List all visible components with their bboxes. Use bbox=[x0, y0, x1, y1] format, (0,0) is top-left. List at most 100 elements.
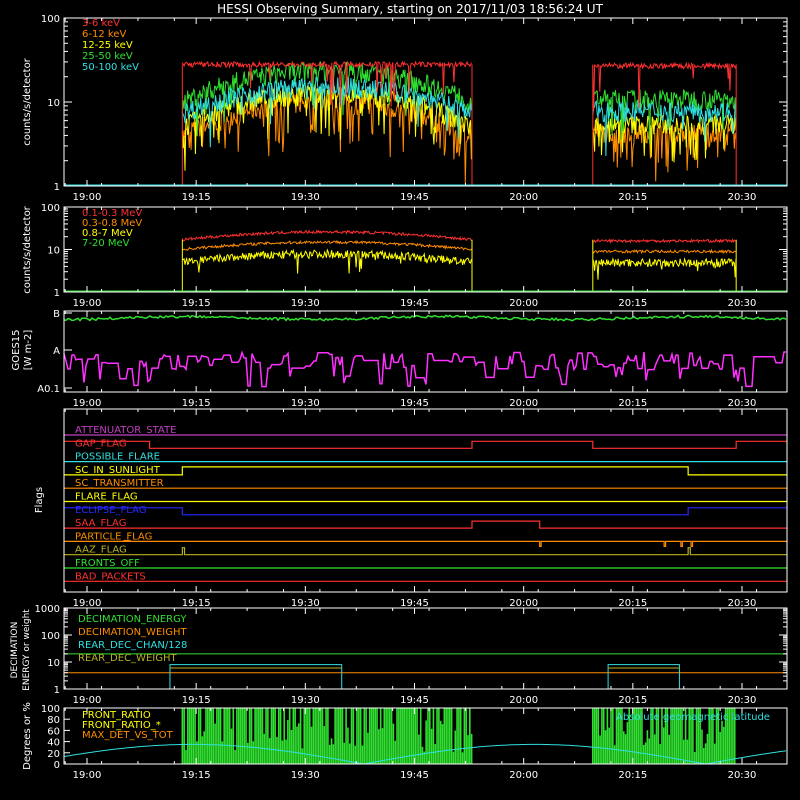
flags-xtick-label: 19:30 bbox=[291, 598, 320, 609]
gamma-frame bbox=[63, 206, 788, 293]
flags-xtick-label: 20:15 bbox=[618, 598, 647, 609]
flag-row-line bbox=[64, 507, 787, 516]
geomag-xtick-label: 19:00 bbox=[73, 770, 102, 781]
hxr-xtick-label: 20:30 bbox=[728, 192, 757, 203]
gamma-ytick-label: 10 bbox=[47, 246, 60, 257]
geomag-xtick-label: 19:30 bbox=[291, 770, 320, 781]
decim-ytick-label: 100 bbox=[41, 631, 60, 642]
gamma-xtick-label: 20:15 bbox=[618, 298, 647, 309]
geomag-legend-entry: Absolute geomagnetic latitude bbox=[616, 712, 770, 723]
goes-xtick-label: 19:15 bbox=[182, 398, 211, 409]
geomag-ytick-label: 80 bbox=[47, 715, 60, 726]
hxr-legend-entry: 3-6 keV bbox=[82, 18, 120, 29]
flags-ylabel: Flags bbox=[34, 487, 45, 513]
goes-long-line bbox=[63, 314, 787, 322]
hxr-legend-entry: 6-12 keV bbox=[82, 29, 126, 40]
goes-ylabel: GOES15 bbox=[11, 329, 22, 370]
gamma-xtick-label: 19:30 bbox=[291, 298, 320, 309]
hxr-xtick-label: 20:15 bbox=[618, 192, 647, 203]
goes-short-line bbox=[63, 350, 786, 388]
hxr-xtick-label: 19:00 bbox=[73, 192, 102, 203]
gamma-xtick-label: 20:00 bbox=[509, 298, 538, 309]
decim-ytick-label: 1 bbox=[54, 685, 60, 696]
geomag-xtick-label: 20:15 bbox=[618, 770, 647, 781]
decim-xtick-label: 19:15 bbox=[182, 695, 211, 706]
gamma-legend-entry: 0.8-7 MeV bbox=[82, 228, 133, 239]
decim-ylabel-2: ENERGY or weight bbox=[22, 609, 32, 691]
flag-row-label: ECLIPSE_FLAG bbox=[75, 505, 146, 516]
goes-xtick-label: 19:30 bbox=[291, 398, 320, 409]
hxr-xtick-label: 19:45 bbox=[400, 192, 429, 203]
geomag-ytick-label: 20 bbox=[47, 749, 60, 760]
gamma-series-line bbox=[181, 248, 472, 274]
hxr-series-line bbox=[592, 122, 737, 182]
gamma-series-line bbox=[181, 239, 472, 252]
geomag-legend-entry: FRONT_RATIO_* bbox=[82, 720, 161, 731]
hxr-series-line bbox=[181, 82, 472, 171]
decim-legend-entry: REAR_DEC_CHAN/128 bbox=[78, 640, 187, 651]
flag-row-label: FLARE_FLAG bbox=[75, 492, 138, 503]
gamma-xtick-label: 20:30 bbox=[728, 298, 757, 309]
goes-xtick-label: 19:00 bbox=[73, 398, 102, 409]
goes-ytick-label: A0.1 bbox=[37, 384, 60, 395]
geomag-xtick-label: 19:45 bbox=[400, 770, 429, 781]
flag-row-label: SC_TRANSMITTER bbox=[75, 478, 164, 489]
hxr-legend-entry: 25-50 keV bbox=[82, 51, 133, 62]
hxr-xtick-label: 19:15 bbox=[182, 192, 211, 203]
goes-yunit: [W m-2] bbox=[23, 330, 34, 371]
goes-frame bbox=[63, 310, 788, 393]
gamma-legend-entry: 0.3-0.8 MeV bbox=[82, 218, 142, 229]
flags-frame bbox=[63, 408, 788, 593]
geomag-ytick-label: 0 bbox=[54, 760, 60, 771]
decim-xtick-label: 19:45 bbox=[400, 695, 429, 706]
flag-row-label: POSSIBLE_FLARE bbox=[75, 452, 160, 463]
hxr-series-line bbox=[181, 60, 472, 107]
geomag-latitude-line bbox=[63, 743, 787, 765]
geomag-legend-entry: MAX_DET_VS_TOT bbox=[82, 730, 174, 741]
gamma-series-line bbox=[181, 229, 472, 242]
hxr-ytick-label: 10 bbox=[47, 98, 60, 109]
gamma-legend-entry: 0.1-0.3 MeV bbox=[82, 208, 142, 219]
geomag-frame bbox=[63, 707, 788, 765]
gamma-xtick-label: 19:00 bbox=[73, 298, 102, 309]
hxr-ytick-label: 100 bbox=[41, 14, 60, 25]
flag-row-label: SAA_FLAG bbox=[75, 518, 126, 529]
decim-ytick-label: 10 bbox=[47, 658, 60, 669]
gamma-series-line bbox=[592, 256, 737, 280]
flag-row-line bbox=[64, 547, 787, 556]
hxr-series-line bbox=[592, 61, 737, 111]
rear-dec-chan-line bbox=[169, 664, 343, 689]
flag-row-label: PARTICLE_FLAG bbox=[75, 531, 152, 542]
gamma-xtick-label: 19:15 bbox=[182, 298, 211, 309]
flag-row-label: SC_IN_SUNLIGHT bbox=[75, 465, 161, 476]
geomag-ytick-label: 40 bbox=[47, 738, 60, 749]
gamma-series-line bbox=[592, 238, 737, 244]
goes-xtick-label: 20:00 bbox=[509, 398, 538, 409]
goes-xtick-label: 20:30 bbox=[728, 398, 757, 409]
hxr-series-line bbox=[592, 99, 737, 157]
decim-legend-entry: DECIMATION_WEIGHT bbox=[78, 627, 187, 638]
decim-xtick-label: 19:00 bbox=[73, 695, 102, 706]
hxr-series-line bbox=[181, 76, 472, 148]
hxr-legend-entry: 12-25 keV bbox=[82, 40, 133, 51]
flag-row-line bbox=[64, 440, 787, 449]
decim-xtick-label: 20:30 bbox=[728, 695, 757, 706]
flags-xtick-label: 19:00 bbox=[73, 598, 102, 609]
decim-ytick-label: 1000 bbox=[35, 604, 60, 615]
geomag-xtick-label: 20:00 bbox=[509, 770, 538, 781]
goes-ytick-label: B bbox=[53, 309, 60, 320]
flag-row-label: FRONTS_OFF bbox=[75, 558, 140, 569]
gamma-ylabel: counts/s/detector bbox=[22, 205, 33, 293]
flags-xtick-label: 20:30 bbox=[728, 598, 757, 609]
geomag-xtick-label: 20:30 bbox=[728, 770, 757, 781]
decim-ylabel-1: DECIMATION bbox=[10, 622, 20, 679]
hxr-xtick-label: 20:00 bbox=[509, 192, 538, 203]
flags-xtick-label: 20:00 bbox=[509, 598, 538, 609]
decim-xtick-label: 19:30 bbox=[291, 695, 320, 706]
goes-xtick-label: 20:15 bbox=[618, 398, 647, 409]
hxr-legend-entry: 50-100 keV bbox=[82, 62, 139, 73]
flag-row-label: BAD_PACKETS bbox=[75, 571, 146, 582]
gamma-ytick-label: 1 bbox=[54, 288, 60, 299]
